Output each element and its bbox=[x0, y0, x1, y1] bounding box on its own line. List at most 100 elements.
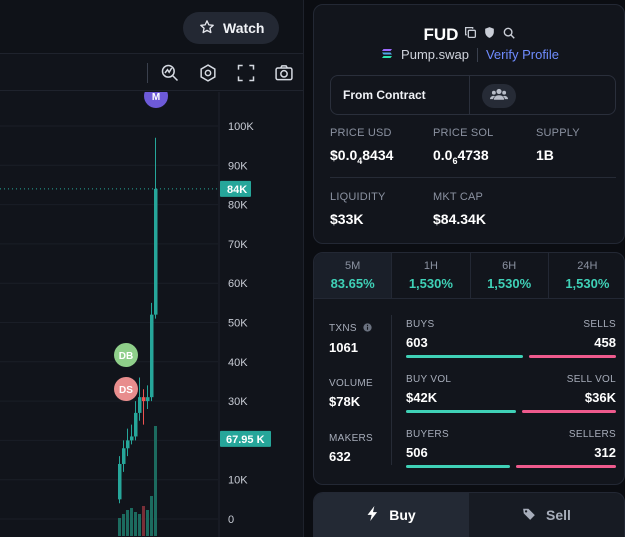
candle-body bbox=[118, 463, 122, 500]
sellers-value: 312 bbox=[594, 445, 616, 460]
y-tick-label: 10K bbox=[228, 475, 248, 487]
buy-tab[interactable]: Buy bbox=[314, 493, 469, 537]
verify-profile-link[interactable]: Verify Profile bbox=[485, 47, 559, 62]
y-tick-label: 40K bbox=[228, 357, 248, 369]
token-subtitle: Pump.swap Verify Profile bbox=[314, 47, 625, 62]
badge-dev-buy-label: DB bbox=[119, 351, 133, 362]
camera-icon[interactable] bbox=[272, 61, 296, 85]
y-tick-label: 80K bbox=[228, 200, 248, 212]
trade-tabs: Buy Sell bbox=[313, 492, 625, 537]
buys-label: BUYS bbox=[406, 319, 435, 330]
price-usd-value: $0.048434 bbox=[330, 147, 394, 166]
marker-price-tag bbox=[220, 430, 271, 447]
token-title: FUD bbox=[314, 25, 625, 45]
fullscreen-icon[interactable] bbox=[234, 61, 258, 85]
tab-5m[interactable]: 5M 83.65% bbox=[314, 253, 393, 298]
sell-tab[interactable]: Sell bbox=[469, 493, 624, 537]
tag-icon bbox=[522, 507, 536, 524]
liquidity-label: LIQUIDITY bbox=[330, 191, 386, 203]
shield-icon[interactable] bbox=[483, 26, 496, 44]
chart-header: Watch bbox=[0, 0, 303, 54]
buyers-label: BUYERS bbox=[406, 429, 449, 440]
watch-label: Watch bbox=[223, 20, 265, 36]
chart-toolbar bbox=[0, 55, 303, 91]
copy-icon[interactable] bbox=[464, 26, 477, 44]
dex-name: Pump.swap bbox=[401, 47, 469, 62]
volume-bar bbox=[406, 410, 616, 413]
tab-24h[interactable]: 24H 1,530% bbox=[565, 260, 610, 291]
last-price-tag-label: 84K bbox=[227, 184, 247, 196]
sell-vol-value: $36K bbox=[584, 390, 616, 405]
makers-value: 632 bbox=[329, 449, 351, 464]
token-info-card: FUD Pump.swap Verify Profile From Contra… bbox=[313, 4, 625, 244]
volume-bar bbox=[150, 496, 153, 536]
volume-bar bbox=[118, 518, 121, 536]
volume-label: VOLUME bbox=[329, 378, 374, 389]
volume-bar bbox=[122, 514, 125, 536]
candle-body bbox=[154, 188, 158, 315]
txns-label: TXNS bbox=[329, 323, 372, 335]
candle-body bbox=[142, 397, 146, 402]
candle-body bbox=[146, 397, 150, 402]
volume-bar bbox=[126, 510, 129, 536]
y-tick-label: 30K bbox=[228, 396, 248, 408]
marker-price-tag-label: 67.95 K bbox=[226, 434, 265, 446]
badge-dev-sell-label: DS bbox=[119, 385, 133, 396]
price-sol-stat: PRICE SOL 0.064738 bbox=[433, 127, 494, 166]
supply-stat: SUPPLY 1B bbox=[536, 127, 580, 163]
volume-value: $78K bbox=[329, 394, 361, 409]
volume-bar bbox=[134, 512, 137, 536]
solana-icon bbox=[381, 47, 393, 62]
search-icon[interactable] bbox=[502, 26, 516, 45]
last-price-tag bbox=[220, 180, 251, 197]
volume-bar bbox=[146, 510, 149, 536]
y-tick-label: 100K bbox=[228, 121, 254, 133]
volume-bar bbox=[130, 508, 133, 536]
info-divider bbox=[330, 177, 616, 178]
supply-value: 1B bbox=[536, 147, 554, 163]
market-cap-value: $84.34K bbox=[433, 211, 486, 227]
price-sol-label: PRICE SOL bbox=[433, 127, 494, 139]
buys-sells-bar bbox=[406, 355, 616, 358]
info-icon[interactable] bbox=[363, 323, 372, 335]
chart-panel: Watch 100K90K80K70K60K50K40K30K20K10K084… bbox=[0, 0, 304, 537]
txns-value: 1061 bbox=[329, 340, 358, 355]
price-sol-value: 0.064738 bbox=[433, 147, 489, 166]
tab-6h[interactable]: 6H 1,530% bbox=[471, 253, 549, 298]
subtitle-divider bbox=[476, 47, 478, 62]
buy-vol-label: BUY VOL bbox=[406, 374, 452, 385]
trade-stats-card: 5M 83.65% 1H 1,530% 6H 1,530% 24H 1,530%… bbox=[313, 252, 625, 485]
lightning-icon bbox=[367, 506, 379, 524]
badge-dev-sell bbox=[114, 377, 138, 401]
candle-body bbox=[130, 436, 134, 441]
buyers-value: 506 bbox=[406, 445, 428, 460]
sell-label: Sell bbox=[546, 507, 571, 523]
candle-body bbox=[138, 397, 142, 413]
makers-bar bbox=[406, 465, 616, 468]
stats-divider bbox=[391, 315, 392, 465]
star-icon bbox=[199, 19, 215, 38]
users-icon bbox=[490, 87, 508, 106]
token-symbol: FUD bbox=[423, 25, 459, 44]
settings-hex-icon[interactable] bbox=[196, 61, 220, 85]
market-cap-label: MKT CAP bbox=[433, 191, 484, 203]
indicator-zoom-icon[interactable] bbox=[158, 61, 182, 85]
candle-body bbox=[122, 448, 126, 464]
candle-body bbox=[126, 440, 130, 449]
from-contract-button[interactable]: From Contract bbox=[331, 76, 470, 114]
liquidity-stat: LIQUIDITY $33K bbox=[330, 191, 386, 227]
watch-button[interactable]: Watch bbox=[183, 12, 279, 44]
badge-dev-buy bbox=[114, 343, 138, 367]
candle-body bbox=[134, 412, 138, 437]
price-chart[interactable]: 100K90K80K70K60K50K40K30K20K10K084K67.95… bbox=[0, 92, 303, 537]
holders-button[interactable] bbox=[482, 84, 516, 108]
sell-vol-label: SELL VOL bbox=[566, 374, 616, 385]
tab-1h[interactable]: 1H 1,530% bbox=[392, 253, 471, 298]
buy-label: Buy bbox=[389, 507, 416, 523]
makers-label: MAKERS bbox=[329, 433, 374, 444]
timeframe-tabs: 5M 83.65% 1H 1,530% 6H 1,530% 24H 1,530% bbox=[314, 253, 624, 299]
makers-row: MAKERS 632 BUYERS SELLERS 506 312 bbox=[314, 429, 624, 481]
sells-value: 458 bbox=[594, 335, 616, 350]
market-cap-stat: MKT CAP $84.34K bbox=[433, 191, 486, 227]
badge-migration-label: M bbox=[152, 92, 160, 103]
